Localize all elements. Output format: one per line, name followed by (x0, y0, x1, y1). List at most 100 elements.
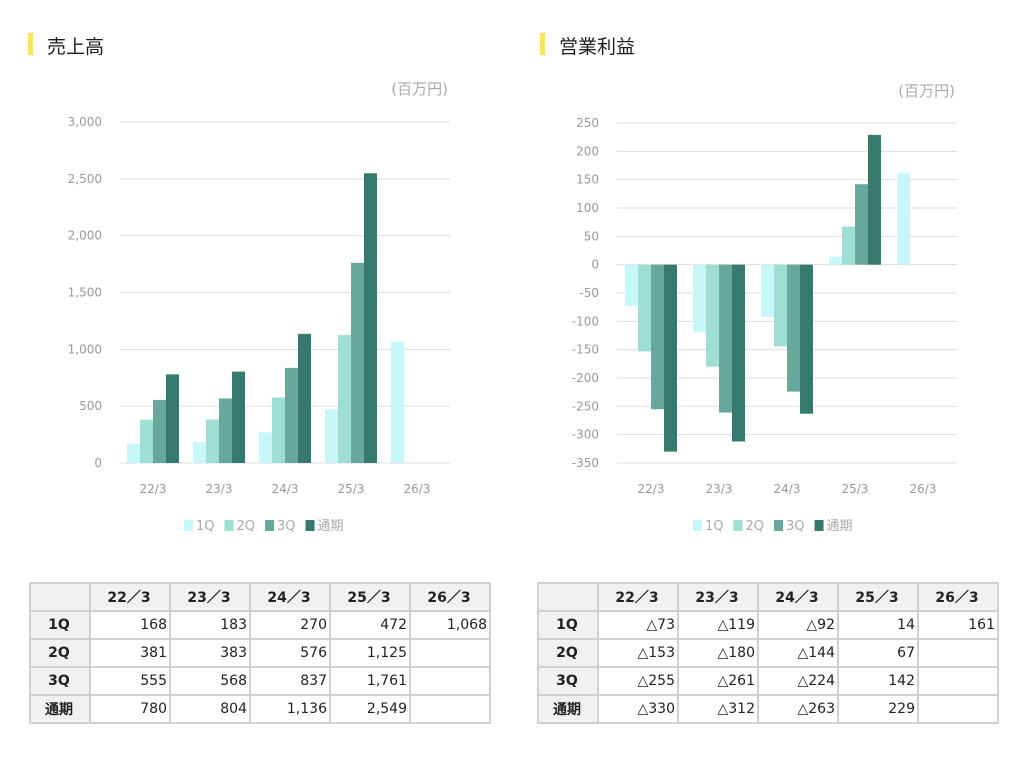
bar-2Q-23/3 (206, 419, 219, 463)
legend-swatch (693, 520, 702, 531)
y-tick-label: 200 (576, 144, 599, 158)
bar-2Q-23/3 (706, 264, 719, 367)
table-cell: 1,068 (409, 610, 491, 640)
table-row: 2Q △153 △180 △144 67 (537, 638, 999, 668)
x-category-label: 22/3 (638, 482, 665, 496)
column-header: 25／3 (329, 582, 411, 612)
legend-label: 1Q (196, 519, 215, 534)
row-header: 3Q (537, 666, 599, 696)
x-category-label: 26/3 (404, 482, 431, 496)
table-row: 1Q △73 △119 △92 14 161 (537, 610, 999, 640)
bar-1Q-25/3 (325, 409, 338, 463)
bar-3Q-24/3 (787, 264, 800, 392)
chart-title: 売上高 (47, 36, 105, 58)
title-accent-bar (540, 33, 545, 55)
x-category-label: 23/3 (706, 482, 733, 496)
y-tick-label: 3,000 (68, 115, 102, 129)
table-cell: △330 (597, 694, 679, 724)
table-cell: △119 (677, 610, 759, 640)
legend-label: 通期 (827, 519, 853, 534)
table-cell: △73 (597, 610, 679, 640)
column-header: 26／3 (409, 582, 491, 612)
column-header: 22／3 (597, 582, 679, 612)
bar-3Q-25/3 (855, 184, 868, 265)
table-cell: △153 (597, 638, 679, 668)
bar-2Q-22/3 (638, 264, 651, 352)
y-tick-label: 1,000 (68, 342, 102, 356)
row-header: 1Q (537, 610, 599, 640)
bar-1Q-23/3 (693, 264, 706, 333)
row-header: 通期 (537, 694, 599, 724)
table-row: 2Q 381 383 576 1,125 (29, 638, 491, 668)
legend-swatch (774, 520, 784, 531)
table-row: 1Q 168 183 270 472 1,068 (29, 610, 491, 640)
y-tick-label: 0 (94, 456, 102, 470)
table-cell: 168 (89, 610, 171, 640)
table-corner (537, 582, 599, 612)
bar-3Q-22/3 (153, 399, 166, 463)
table-cell: 837 (249, 666, 331, 696)
table-cell: 229 (837, 694, 919, 724)
bar-2Q-25/3 (338, 335, 351, 463)
x-category-label: 26/3 (910, 482, 937, 496)
bar-2Q-22/3 (140, 419, 153, 463)
table-cell: 780 (89, 694, 171, 724)
y-tick-label: -250 (572, 399, 599, 413)
table-cell: △263 (757, 694, 839, 724)
y-tick-label: 500 (79, 399, 102, 413)
x-category-label: 24/3 (774, 482, 801, 496)
y-tick-label: -50 (579, 286, 599, 300)
table-cell: 1,125 (329, 638, 411, 668)
legend-swatch (305, 520, 315, 531)
table-cell (409, 666, 491, 696)
column-header: 23／3 (169, 582, 251, 612)
legend-swatch (184, 520, 193, 531)
y-tick-label: 250 (576, 116, 599, 130)
table-cell: 1,761 (329, 666, 411, 696)
bar-3Q-23/3 (719, 264, 732, 413)
table-cell: △312 (677, 694, 759, 724)
table-cell: 555 (89, 666, 171, 696)
bar-通期-25/3 (868, 134, 881, 265)
x-category-label: 23/3 (206, 482, 233, 496)
sales-panel: 売上高 (百万円) 0 500 1,000 1,500 2,000 2,500 3,000 22… (0, 0, 500, 769)
table-row: 通期 △330 △312 △263 229 (537, 694, 999, 724)
bar-通期-22/3 (166, 374, 179, 463)
y-tick-label: -100 (572, 314, 599, 328)
y-tick-label: -350 (572, 456, 599, 470)
table-cell: 270 (249, 610, 331, 640)
bar-3Q-25/3 (351, 262, 364, 463)
column-header: 24／3 (757, 582, 839, 612)
bar-1Q-23/3 (193, 442, 206, 463)
column-header: 24／3 (249, 582, 331, 612)
sales-table: 22／3 23／3 24／3 25／3 26／3 1Q 168 183 270 472 1,068 2… (29, 582, 491, 724)
x-category-label: 24/3 (272, 482, 299, 496)
table-cell: △92 (757, 610, 839, 640)
column-header: 22／3 (89, 582, 171, 612)
legend-label: 通期 (318, 519, 344, 534)
table-cell (917, 666, 999, 696)
table-cell: 576 (249, 638, 331, 668)
table-row: 通期 780 804 1,136 2,549 (29, 694, 491, 724)
y-tick-label: 2,500 (68, 172, 102, 186)
table-cell: △144 (757, 638, 839, 668)
bar-2Q-24/3 (774, 264, 787, 347)
bar-1Q-24/3 (761, 264, 774, 317)
y-tick-label: 100 (576, 201, 599, 215)
row-header: 1Q (29, 610, 91, 640)
x-category-label: 25/3 (842, 482, 869, 496)
bar-1Q-24/3 (259, 432, 272, 463)
y-tick-label: 150 (576, 173, 599, 187)
y-tick-label: 0 (591, 258, 599, 272)
title-accent-bar (28, 33, 33, 55)
bar-通期-24/3 (298, 333, 311, 463)
x-category-label: 22/3 (140, 482, 167, 496)
bar-3Q-22/3 (651, 264, 664, 410)
table-cell: 183 (169, 610, 251, 640)
table-corner (29, 582, 91, 612)
table-cell: 2,549 (329, 694, 411, 724)
table-cell: △255 (597, 666, 679, 696)
legend-label: 1Q (705, 519, 724, 534)
unit-label: (百万円) (898, 82, 955, 100)
table-header-row: 22／3 23／3 24／3 25／3 26／3 (29, 582, 491, 612)
